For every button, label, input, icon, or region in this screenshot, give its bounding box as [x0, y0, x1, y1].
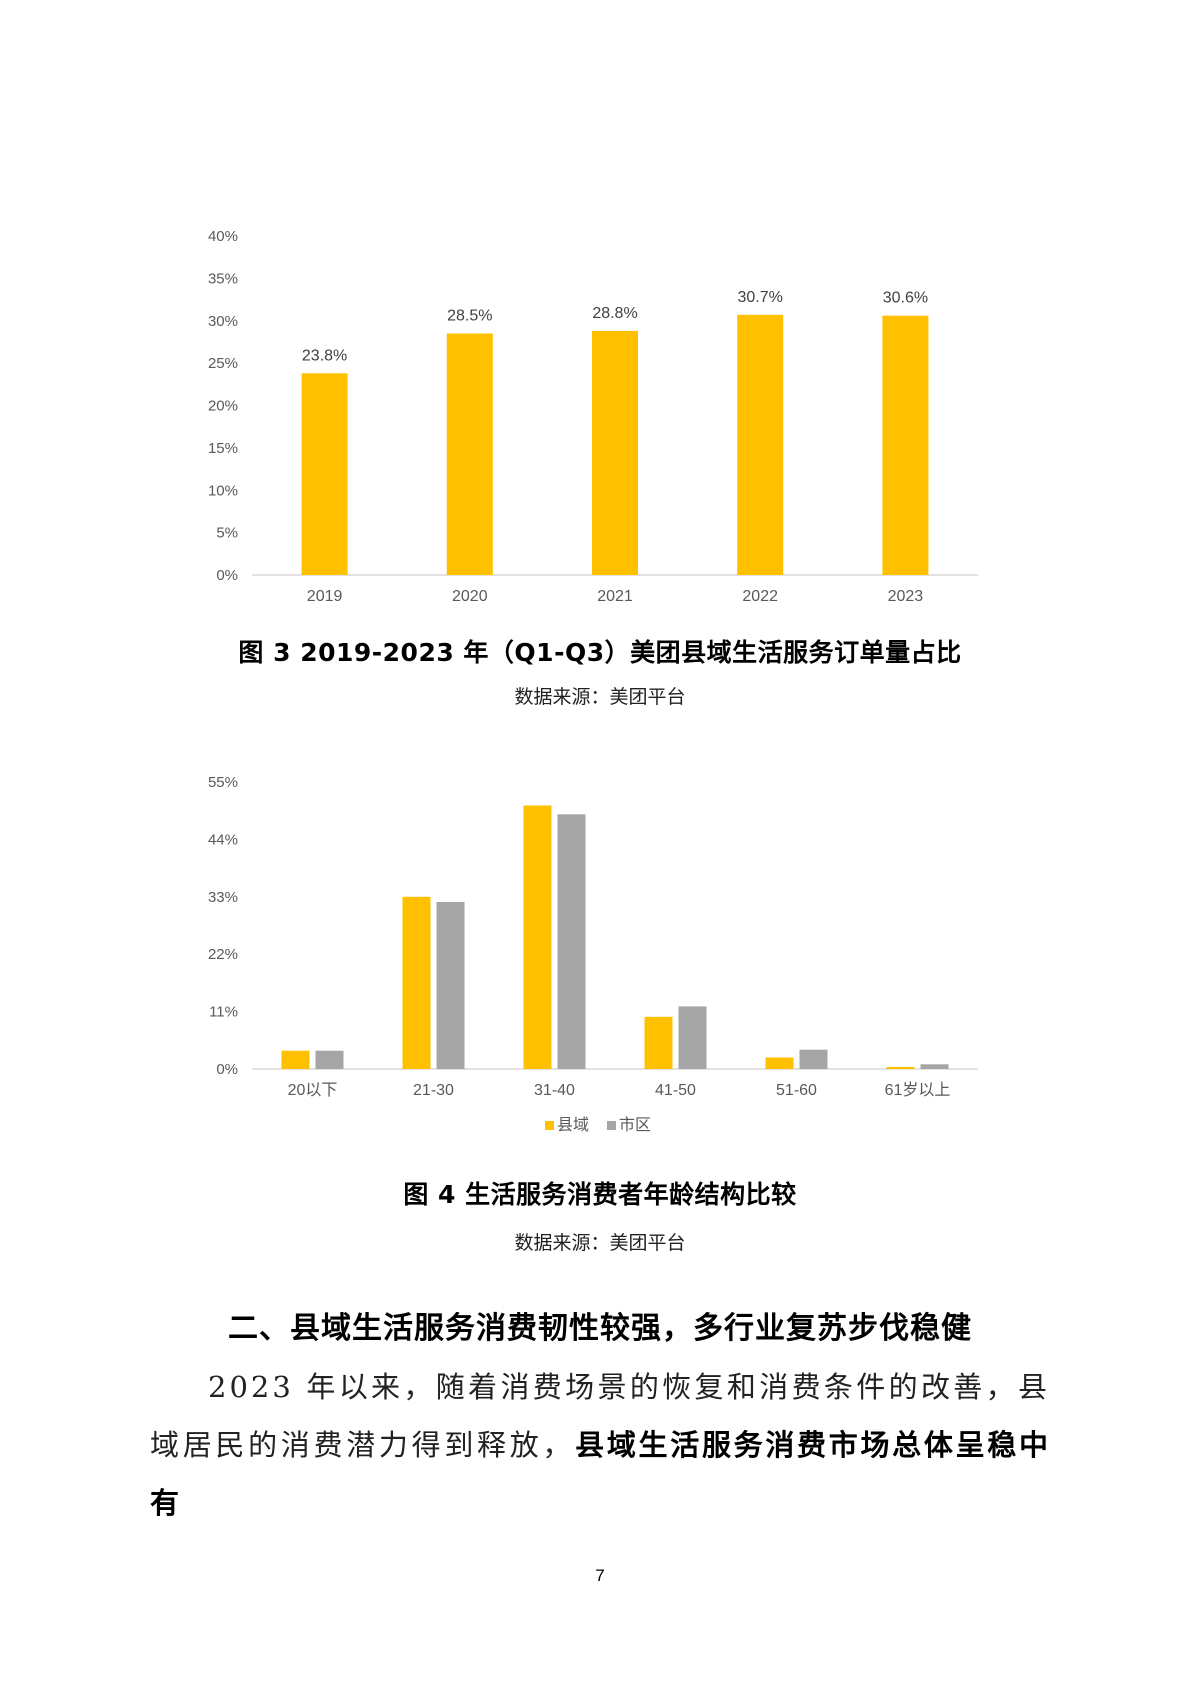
- bar-county: [644, 1016, 673, 1069]
- legend-label: 县域: [557, 1116, 589, 1134]
- legend-swatch: [607, 1121, 616, 1130]
- bar-urban: [436, 902, 465, 1069]
- legend-swatch: [545, 1121, 554, 1130]
- y-tick-label: 20%: [208, 398, 238, 415]
- bar-urban: [799, 1049, 828, 1069]
- bar: [882, 315, 929, 575]
- x-tick-label: 41-50: [655, 1082, 696, 1099]
- y-tick-label: 22%: [208, 946, 238, 963]
- chart-order-share: 0% 5% 10% 15% 20% 25% 30% 35% 40% 23.8% 2019 28.5% 2…: [208, 228, 978, 605]
- y-tick-label: 11%: [209, 1004, 238, 1021]
- x-tick-label: 2023: [888, 588, 924, 605]
- x-tick-label: 31-40: [534, 1082, 575, 1099]
- bar-county: [765, 1057, 794, 1069]
- y-tick-label: 5%: [216, 525, 238, 542]
- data-label: 28.5%: [447, 307, 492, 324]
- y-tick-label: 30%: [208, 313, 238, 330]
- x-tick-label: 2022: [742, 588, 778, 605]
- y-tick-label: 0%: [216, 567, 238, 584]
- bar: [737, 314, 784, 575]
- bar-urban: [920, 1064, 949, 1069]
- y-tick-label: 40%: [208, 228, 238, 245]
- bar-urban: [557, 814, 586, 1069]
- y-tick-label: 55%: [208, 774, 238, 791]
- bar-county: [523, 805, 552, 1069]
- bar: [592, 330, 638, 575]
- bar-county: [886, 1066, 915, 1069]
- x-tick-label: 20以下: [288, 1082, 338, 1099]
- y-tick-label: 44%: [208, 831, 238, 848]
- x-tick-label: 21-30: [413, 1082, 454, 1099]
- data-label: 30.6%: [883, 290, 928, 307]
- x-tick-label: 2020: [452, 588, 488, 605]
- figure4-source: 数据来源：美团平台: [514, 1232, 686, 1254]
- legend-label: 市区: [619, 1116, 651, 1134]
- figure4-caption: 图 4 生活服务消费者年龄结构比较: [403, 1180, 797, 1209]
- x-tick-label: 2021: [597, 588, 633, 605]
- data-label: 30.7%: [738, 289, 783, 306]
- bar: [446, 333, 493, 575]
- y-tick-label: 33%: [208, 889, 238, 906]
- paragraph-bold-text: 县域生活服务消费市场总体呈稳中有: [150, 1428, 1050, 1520]
- x-tick-label: 51-60: [776, 1082, 817, 1099]
- bar-urban: [315, 1050, 344, 1069]
- data-label: 23.8%: [302, 347, 347, 364]
- chart-age-structure: 0% 11% 22% 33% 44% 55% 20以下 21-30 31-40 41-50 51-6…: [208, 774, 978, 1134]
- y-tick-label: 10%: [208, 482, 238, 499]
- data-label: 28.8%: [592, 305, 637, 322]
- figure3-caption: 图 3 2019-2023 年（Q1-Q3）美团县域生活服务订单量占比: [238, 638, 962, 667]
- bar-county: [281, 1050, 310, 1069]
- x-tick-label: 2019: [307, 588, 343, 605]
- page-number: 7: [595, 1566, 605, 1585]
- y-tick-label: 25%: [208, 355, 238, 372]
- y-tick-label: 0%: [216, 1061, 238, 1078]
- bar-urban: [678, 1006, 707, 1069]
- section-heading: 二、县域生活服务消费韧性较强，多行业复苏步伐稳健: [228, 1311, 972, 1346]
- paragraph-text: 2023 年以来，随着消费场景的恢复和消费条件的改善，县域居民的消费潜力得到释放…: [150, 1370, 1050, 1462]
- bar: [301, 373, 348, 575]
- body-paragraph: 2023 年以来，随着消费场景的恢复和消费条件的改善，县域居民的消费潜力得到释放…: [150, 1358, 1050, 1532]
- bar-county: [402, 896, 431, 1069]
- y-tick-label: 15%: [208, 440, 238, 457]
- y-tick-label: 35%: [208, 270, 238, 287]
- x-tick-label: 61岁以上: [885, 1081, 951, 1099]
- figure3-source: 数据来源：美团平台: [514, 686, 686, 708]
